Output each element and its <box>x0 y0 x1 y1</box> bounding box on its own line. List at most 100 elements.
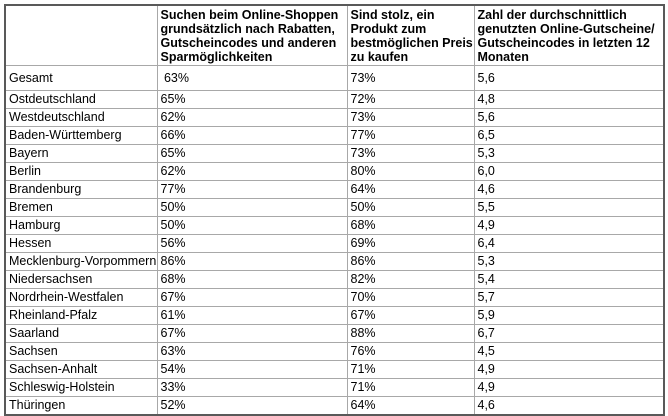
regions-coupon-table: Suchen beim Online-Shoppen grundsätzlich… <box>4 4 665 416</box>
region-cell: Bremen <box>4 198 158 217</box>
header-row: Suchen beim Online-Shoppen grundsätzlich… <box>4 4 665 66</box>
table-row: Bremen 50% 50% 5,5 <box>4 198 665 217</box>
avg-vouchers-cell: 6,5 <box>473 126 665 145</box>
region-cell: Sachsen <box>4 342 158 361</box>
table-row: Westdeutschland 62% 73% 5,6 <box>4 108 665 127</box>
region-cell: Gesamt <box>4 65 158 91</box>
table-row: Bayern 65% 73% 5,3 <box>4 144 665 163</box>
table-row: Hamburg 50% 68% 4,9 <box>4 216 665 235</box>
avg-vouchers-cell: 6,4 <box>473 234 665 253</box>
avg-vouchers-cell: 4,9 <box>473 216 665 235</box>
search-discounts-cell: 65% <box>156 144 348 163</box>
header-search-discounts: Suchen beim Online-Shoppen grundsätzlich… <box>156 4 348 66</box>
proud-best-price-cell: 82% <box>346 270 475 289</box>
search-discounts-cell: 33% <box>156 378 348 397</box>
search-discounts-cell: 65% <box>156 90 348 109</box>
table-row: Berlin 62% 80% 6,0 <box>4 162 665 181</box>
avg-vouchers-cell: 5,7 <box>473 288 665 307</box>
search-discounts-cell: 50% <box>156 198 348 217</box>
proud-best-price-cell: 86% <box>346 252 475 271</box>
avg-vouchers-cell: 5,3 <box>473 252 665 271</box>
search-discounts-cell: 66% <box>156 126 348 145</box>
region-cell: Schleswig-Holstein <box>4 378 158 397</box>
avg-vouchers-cell: 4,5 <box>473 342 665 361</box>
proud-best-price-cell: 69% <box>346 234 475 253</box>
search-discounts-cell: 67% <box>156 324 348 343</box>
table-row: Nordrhein-Westfalen 67% 70% 5,7 <box>4 288 665 307</box>
search-discounts-cell: 68% <box>156 270 348 289</box>
region-cell: Niedersachsen <box>4 270 158 289</box>
header-avg-vouchers: Zahl der durchschnittlich genutzten Onli… <box>473 4 665 66</box>
avg-vouchers-cell: 5,6 <box>473 65 665 91</box>
proud-best-price-cell: 71% <box>346 378 475 397</box>
region-cell: Ostdeutschland <box>4 90 158 109</box>
proud-best-price-cell: 64% <box>346 180 475 199</box>
avg-vouchers-cell: 4,6 <box>473 180 665 199</box>
table-row: Sachsen-Anhalt 54% 71% 4,9 <box>4 360 665 379</box>
search-discounts-cell: 62% <box>156 108 348 127</box>
avg-vouchers-cell: 6,7 <box>473 324 665 343</box>
proud-best-price-cell: 76% <box>346 342 475 361</box>
search-discounts-cell: 54% <box>156 360 348 379</box>
region-cell: Hessen <box>4 234 158 253</box>
region-cell: Baden-Württemberg <box>4 126 158 145</box>
avg-vouchers-cell: 5,4 <box>473 270 665 289</box>
avg-vouchers-cell: 5,9 <box>473 306 665 325</box>
region-cell: Mecklenburg-Vorpommern <box>4 252 158 271</box>
search-discounts-cell: 50% <box>156 216 348 235</box>
table-row: Sachsen 63% 76% 4,5 <box>4 342 665 361</box>
search-discounts-cell: 77% <box>156 180 348 199</box>
search-discounts-cell: 52% <box>156 396 348 415</box>
table-row: Thüringen 52% 64% 4,6 <box>4 396 665 415</box>
proud-best-price-cell: 71% <box>346 360 475 379</box>
region-cell: Berlin <box>4 162 158 181</box>
search-discounts-cell: 86% <box>156 252 348 271</box>
header-region <box>4 4 158 66</box>
avg-vouchers-cell: 5,5 <box>473 198 665 217</box>
region-cell: Nordrhein-Westfalen <box>4 288 158 307</box>
table-row: Niedersachsen 68% 82% 5,4 <box>4 270 665 289</box>
proud-best-price-cell: 73% <box>346 65 475 91</box>
proud-best-price-cell: 67% <box>346 306 475 325</box>
region-cell: Saarland <box>4 324 158 343</box>
avg-vouchers-cell: 5,6 <box>473 108 665 127</box>
avg-vouchers-cell: 4,9 <box>473 378 665 397</box>
search-discounts-cell: 63% <box>156 65 348 91</box>
region-cell: Hamburg <box>4 216 158 235</box>
avg-vouchers-cell: 4,6 <box>473 396 665 415</box>
avg-vouchers-cell: 4,8 <box>473 90 665 109</box>
region-cell: Thüringen <box>4 396 158 415</box>
region-cell: Sachsen-Anhalt <box>4 360 158 379</box>
table-row: Brandenburg 77% 64% 4,6 <box>4 180 665 199</box>
proud-best-price-cell: 73% <box>346 108 475 127</box>
avg-vouchers-cell: 5,3 <box>473 144 665 163</box>
proud-best-price-cell: 73% <box>346 144 475 163</box>
avg-vouchers-cell: 6,0 <box>473 162 665 181</box>
table-row: Gesamt 63% 73% 5,6 <box>4 65 665 91</box>
table-row: Baden-Württemberg 66% 77% 6,5 <box>4 126 665 145</box>
search-discounts-cell: 62% <box>156 162 348 181</box>
search-discounts-cell: 67% <box>156 288 348 307</box>
proud-best-price-cell: 77% <box>346 126 475 145</box>
region-cell: Bayern <box>4 144 158 163</box>
table-row: Hessen 56% 69% 6,4 <box>4 234 665 253</box>
proud-best-price-cell: 72% <box>346 90 475 109</box>
table-row: Saarland 67% 88% 6,7 <box>4 324 665 343</box>
region-cell: Westdeutschland <box>4 108 158 127</box>
header-proud-best-price: Sind stolz, ein Produkt zum bestmögliche… <box>346 4 475 66</box>
search-discounts-cell: 61% <box>156 306 348 325</box>
region-cell: Rheinland-Pfalz <box>4 306 158 325</box>
table-body: Gesamt 63% 73% 5,6 Ostdeutschland 65% 72% 4,8 W… <box>4 65 665 415</box>
proud-best-price-cell: 50% <box>346 198 475 217</box>
search-discounts-cell: 56% <box>156 234 348 253</box>
table-row: Mecklenburg-Vorpommern 86% 86% 5,3 <box>4 252 665 271</box>
proud-best-price-cell: 80% <box>346 162 475 181</box>
proud-best-price-cell: 70% <box>346 288 475 307</box>
table-row: Schleswig-Holstein 33% 71% 4,9 <box>4 378 665 397</box>
search-discounts-cell: 63% <box>156 342 348 361</box>
region-cell: Brandenburg <box>4 180 158 199</box>
proud-best-price-cell: 88% <box>346 324 475 343</box>
table-row: Ostdeutschland 65% 72% 4,8 <box>4 90 665 109</box>
proud-best-price-cell: 68% <box>346 216 475 235</box>
